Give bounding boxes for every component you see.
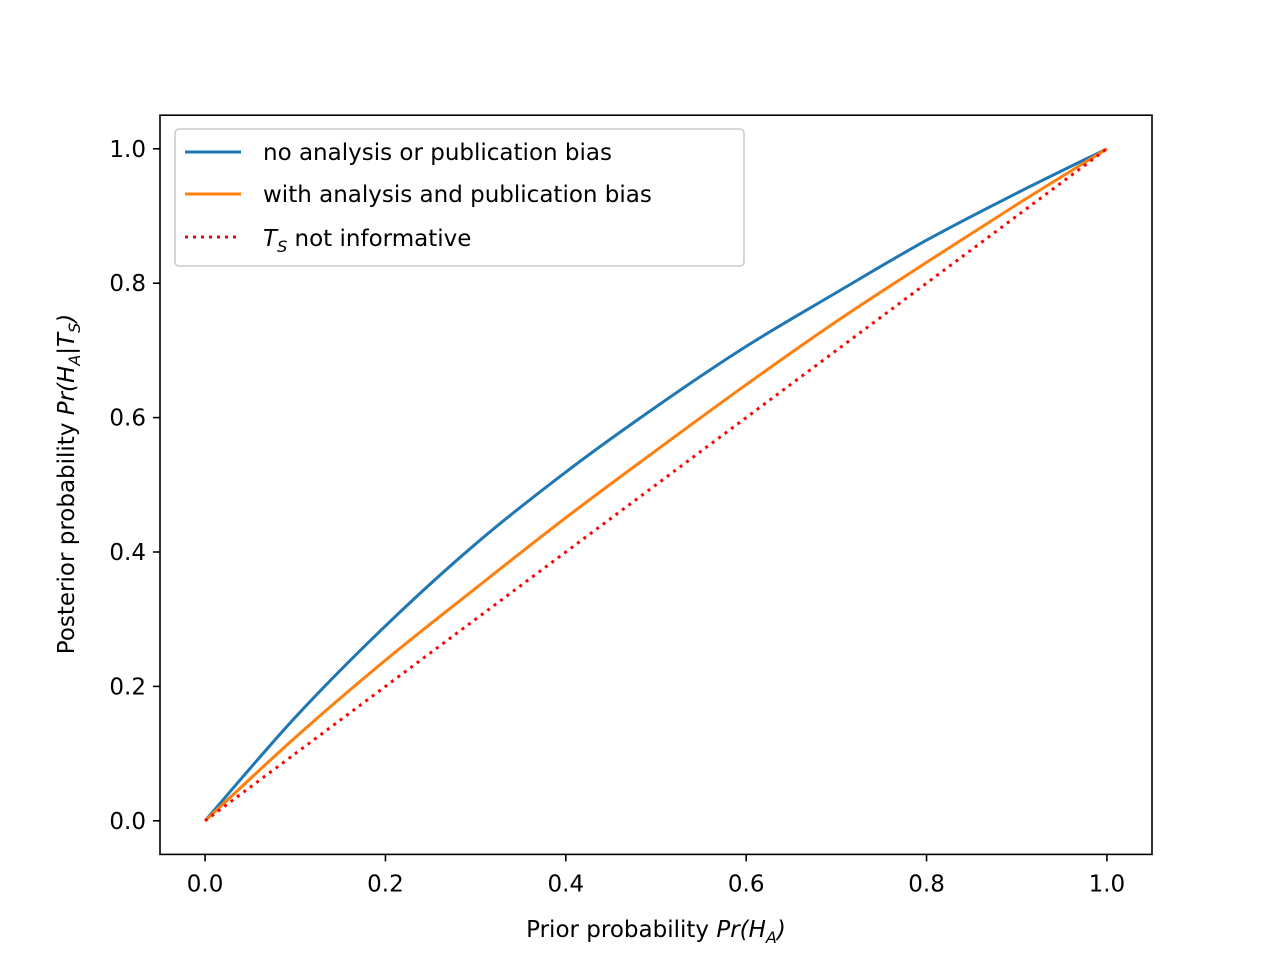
x-axis-label: Prior probability Pr(HA)	[526, 917, 786, 947]
y-axis-label: Posterior probability Pr(HA|TS)	[54, 314, 84, 654]
plot-area-frame	[159, 114, 1153, 856]
x-axis: 0.0 0.2 0.4 0.6 0.8 1.0	[187, 854, 1125, 897]
x-tick-label: 0.0	[187, 871, 224, 897]
y-axis: 0.0 0.2 0.4 0.6 0.8 1.0	[109, 137, 160, 835]
series-line-with-bias	[204, 147, 1108, 822]
x-tick-label: 0.8	[908, 871, 945, 897]
y-tick-label: 0.6	[109, 406, 146, 432]
legend: no analysis or publication bias with ana…	[174, 128, 745, 267]
x-tick-label: 0.4	[548, 871, 585, 897]
x-tick-label: 0.6	[728, 871, 765, 897]
legend-label-with-bias: with analysis and publication bias	[263, 182, 652, 208]
legend-label-no-bias: no analysis or publication bias	[263, 140, 612, 166]
y-tick-label: 0.2	[109, 674, 146, 700]
legend-box	[174, 128, 745, 267]
x-tick-label: 0.2	[367, 871, 404, 897]
y-tick-label: 0.4	[109, 540, 146, 566]
series-layer	[203, 147, 1108, 823]
series-line-no-bias	[203, 147, 1108, 822]
x-tick-label: 1.0	[1089, 871, 1126, 897]
y-tick-label: 0.8	[109, 271, 146, 297]
y-tick-label: 0.0	[109, 809, 146, 835]
series-line-not-informative	[204, 147, 1108, 823]
legend-label-not-informative: TS not informative	[263, 226, 471, 256]
y-tick-label: 1.0	[109, 137, 146, 163]
